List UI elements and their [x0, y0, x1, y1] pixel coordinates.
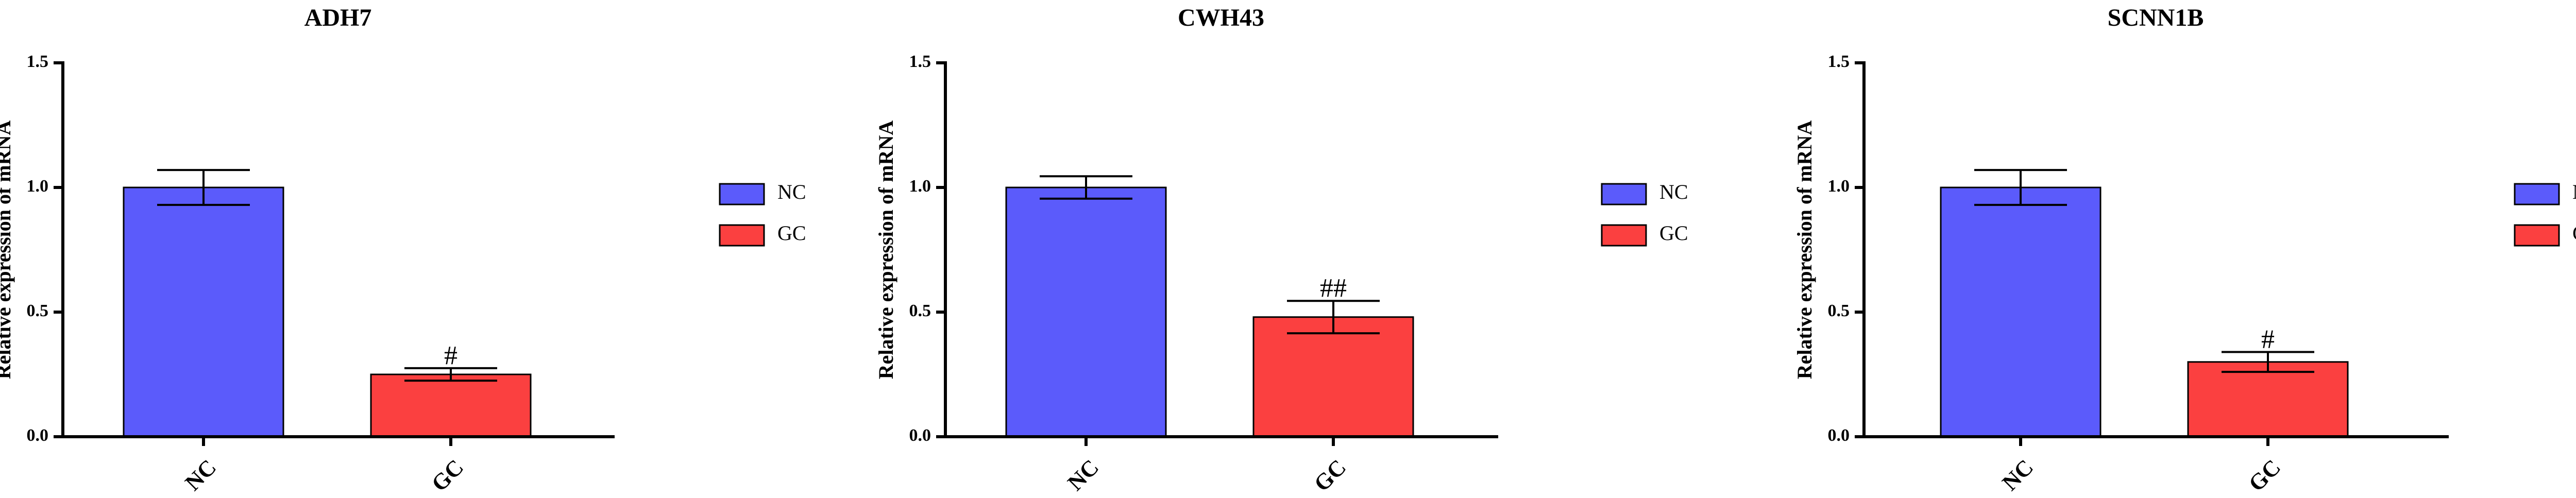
y-axis-label: Relative expression of mRNA [0, 121, 15, 380]
bar-gc [2187, 361, 2349, 438]
chart-panel-cwh43: CWH43 Relative expression of mRNA NC ## GC 0.… [874, 4, 1688, 496]
error-bar-nc [1040, 175, 1132, 200]
legend-swatch-nc [719, 183, 765, 205]
legend-label-nc: NC [777, 180, 806, 203]
y-tick-label: 1.5 [909, 52, 931, 71]
y-tick-label: 0.0 [909, 426, 931, 445]
x-tick-label-gc: GC [1309, 455, 1351, 496]
chart-title: SCNN1B [2108, 4, 2204, 31]
y-tick-label: 1.0 [909, 177, 931, 196]
y-tick-label: 1.5 [1828, 52, 1850, 71]
x-tick-label-nc: NC [1063, 455, 1104, 496]
y-axis-label: Relative expression of mRNA [1793, 121, 1816, 380]
y-tick-label: 0.5 [27, 301, 49, 320]
bar-gc [370, 373, 532, 438]
significance-marker: # [444, 341, 457, 370]
bar-nc [123, 186, 284, 438]
chart-title: ADH7 [304, 4, 372, 31]
error-bar-gc [404, 367, 497, 382]
legend-label-gc: GC [1659, 221, 1688, 245]
legend-swatch-nc [1601, 183, 1647, 205]
significance-marker: ## [1320, 273, 1347, 303]
legend-label-nc: NC [1659, 180, 1688, 203]
x-tick-label-nc: NC [1997, 455, 2039, 496]
legend-swatch-gc [2514, 224, 2560, 247]
chart-title: CWH43 [1178, 4, 1264, 31]
chart-panel-adh7: ADH7 Relative expression of mRNA NC # GC 0.0 0… [0, 4, 806, 496]
y-axis-label: Relative expression of mRNA [874, 121, 897, 380]
x-tick-label-nc: NC [180, 455, 222, 496]
error-bar-nc [157, 169, 250, 206]
error-bar-nc [1974, 169, 2067, 206]
y-tick-label: 1.0 [1828, 177, 1850, 196]
bar-gc [1252, 316, 1414, 438]
y-tick-label: 0.0 [1828, 426, 1850, 445]
significance-marker: # [2261, 324, 2275, 354]
legend-label-nc: NC [2572, 180, 2576, 203]
error-bar-gc [1287, 300, 1380, 335]
bar-nc [1940, 186, 2102, 438]
bar-nc [1005, 186, 1167, 438]
x-tick-label-gc: GC [427, 455, 468, 496]
legend-swatch-gc [719, 224, 765, 247]
y-tick-label: 0.0 [27, 426, 49, 445]
y-tick-label: 0.5 [1828, 301, 1850, 320]
y-tick-label: 1.0 [27, 177, 49, 196]
error-bar-gc [2222, 351, 2314, 373]
legend-label-gc: GC [2572, 221, 2576, 245]
chart-panel-scnn1b: SCNN1B Relative expression of mRNA NC # GC 0.… [1793, 4, 2576, 496]
legend-swatch-gc [1601, 224, 1647, 247]
y-tick-label: 0.5 [909, 301, 931, 320]
legend-swatch-nc [2514, 183, 2560, 205]
legend-label-gc: GC [777, 221, 806, 245]
y-tick-label: 1.5 [27, 52, 49, 71]
x-tick-label-gc: GC [2244, 455, 2285, 496]
